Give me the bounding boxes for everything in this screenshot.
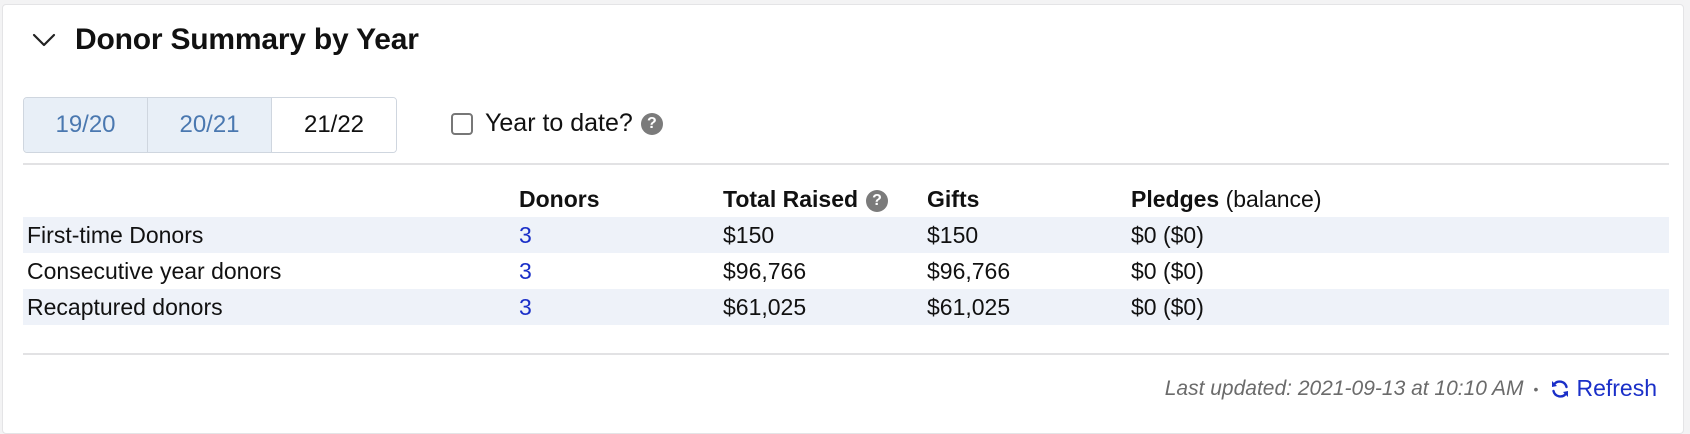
header-total-raised: Total Raised? xyxy=(723,181,889,217)
header-pledges-suffix: (balance) xyxy=(1225,186,1322,212)
refresh-icon xyxy=(1552,379,1569,398)
refresh-button[interactable]: Refresh xyxy=(1550,375,1657,402)
question-circle-icon[interactable]: ? xyxy=(866,189,889,212)
year-to-date-control: Year to date? ? xyxy=(451,109,663,138)
tab-20-21[interactable]: 20/21 xyxy=(148,98,272,152)
question-circle-icon[interactable]: ? xyxy=(640,112,663,135)
year-tabs: 19/20 20/21 21/22 xyxy=(23,97,397,153)
header-donors: Donors xyxy=(519,186,600,212)
panel-footer: Last updated: 2021-09-13 at 10:10 AM • R… xyxy=(1165,375,1657,402)
row-total-raised: $96,766 xyxy=(723,258,807,284)
row-pledges: $0 ($0) xyxy=(1131,294,1204,320)
row-donors-link[interactable]: 3 xyxy=(519,294,532,320)
year-to-date-checkbox[interactable] xyxy=(451,112,473,135)
table-row: First-time Donors 3 $150 $150 $0 ($0) xyxy=(23,217,1669,253)
row-category: Consecutive year donors xyxy=(27,258,282,284)
panel-title: Donor Summary by Year xyxy=(75,23,419,56)
header-pledges-label: Pledges xyxy=(1131,186,1220,212)
tab-21-22[interactable]: 21/22 xyxy=(272,98,396,152)
table-row: Recaptured donors 3 $61,025 $61,025 $0 (… xyxy=(23,289,1669,325)
header-total-raised-label: Total Raised xyxy=(723,186,859,212)
row-donors-link[interactable]: 3 xyxy=(519,222,532,248)
row-pledges: $0 ($0) xyxy=(1131,222,1204,248)
year-to-date-label[interactable]: Year to date? xyxy=(485,109,633,137)
row-gifts: $61,025 xyxy=(927,294,1011,320)
divider-bottom xyxy=(23,353,1669,355)
table-header-row: Donors Total Raised? Gifts Pledges (bala… xyxy=(23,181,1669,217)
row-gifts: $150 xyxy=(927,222,979,248)
refresh-label: Refresh xyxy=(1576,375,1657,401)
row-category: First-time Donors xyxy=(27,222,204,248)
row-category: Recaptured donors xyxy=(27,294,223,320)
divider-top xyxy=(23,163,1669,165)
last-updated-text: Last updated: 2021-09-13 at 10:10 AM xyxy=(1164,376,1524,400)
row-total-raised: $150 xyxy=(723,222,775,248)
tab-19-20[interactable]: 19/20 xyxy=(24,98,148,152)
row-donors-link[interactable]: 3 xyxy=(519,258,532,284)
header-pledges: Pledges (balance) xyxy=(1131,181,1322,217)
donor-summary-panel: Donor Summary by Year 19/20 20/21 21/22 … xyxy=(2,4,1684,434)
row-pledges: $0 ($0) xyxy=(1131,258,1204,284)
chevron-down-icon[interactable] xyxy=(31,29,57,51)
separator-dot: • xyxy=(1533,380,1539,397)
row-gifts: $96,766 xyxy=(927,258,1011,284)
panel-header: Donor Summary by Year xyxy=(31,23,419,57)
row-total-raised: $61,025 xyxy=(723,294,807,320)
header-gifts: Gifts xyxy=(927,186,980,212)
table-row: Consecutive year donors 3 $96,766 $96,76… xyxy=(23,253,1669,289)
donor-summary-table: Donors Total Raised? Gifts Pledges (bala… xyxy=(23,181,1669,325)
